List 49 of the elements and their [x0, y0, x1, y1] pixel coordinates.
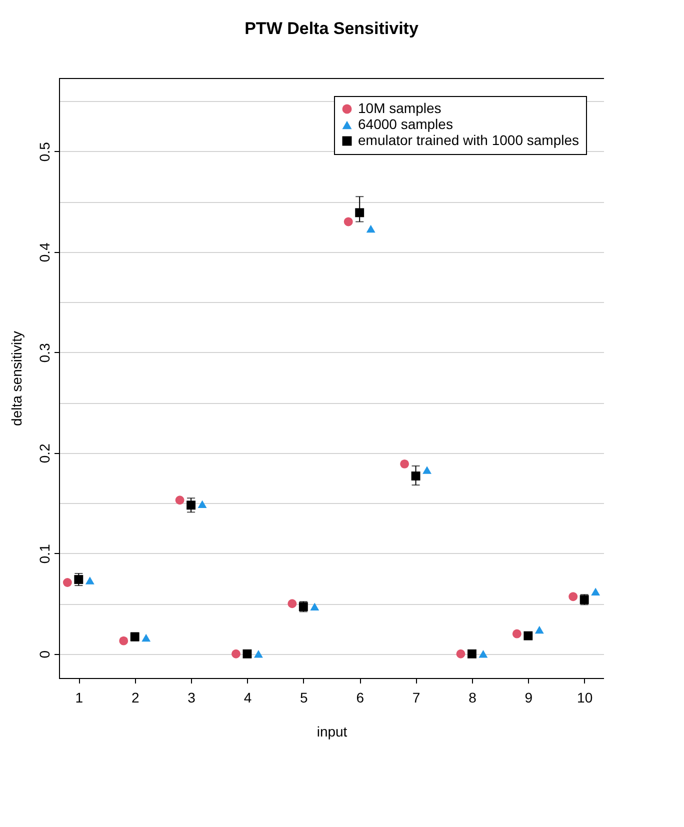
- point: [568, 592, 578, 602]
- y-tick-label: 0.1: [36, 544, 52, 564]
- point: [85, 576, 94, 584]
- point: [288, 599, 297, 608]
- point: [400, 459, 410, 468]
- point: [534, 626, 544, 634]
- x-tick-label: 1: [75, 690, 84, 706]
- x-tick-label: 2: [131, 690, 140, 706]
- point: [142, 634, 151, 642]
- y-tick-label: 0.4: [36, 242, 52, 262]
- chart-title: PTW Delta Sensitivity: [244, 19, 419, 38]
- point: [478, 650, 488, 658]
- y-tick-label: 0.2: [36, 443, 52, 464]
- point: [186, 500, 196, 510]
- y-tick-label: 0: [36, 650, 52, 658]
- x-tick-label: 10: [577, 690, 593, 706]
- legend-label: emulator trained with 1000 samples: [358, 132, 580, 148]
- x-tick-label: 8: [468, 690, 477, 706]
- point: [232, 649, 240, 658]
- x-tick-label: 6: [356, 690, 364, 706]
- point: [242, 649, 252, 658]
- legend-label: 64000 samples: [358, 116, 453, 132]
- point: [344, 217, 353, 226]
- legend-label: 10M samples: [358, 100, 442, 116]
- point: [366, 224, 376, 233]
- point: [62, 578, 72, 587]
- x-tick-label: 3: [188, 690, 196, 706]
- point: [456, 649, 466, 658]
- x-tick-label: 5: [300, 690, 308, 706]
- x-axis-title: input: [316, 724, 348, 740]
- point: [422, 466, 432, 474]
- point: [175, 496, 184, 505]
- y-axis-title: delta sensitivity: [8, 331, 24, 426]
- x-tick-label: 9: [524, 690, 533, 706]
- point: [512, 629, 522, 638]
- point: [411, 472, 420, 480]
- point: [254, 650, 263, 658]
- point: [467, 649, 476, 658]
- point: [524, 631, 533, 640]
- x-tick-label: 7: [412, 690, 420, 706]
- point: [355, 208, 364, 218]
- point: [74, 575, 84, 584]
- y-tick-label: 0.3: [36, 342, 52, 363]
- x-tick-label: 4: [244, 690, 252, 706]
- point: [198, 500, 207, 508]
- y-tick-label: 0.5: [36, 142, 52, 162]
- point: [310, 602, 320, 611]
- point: [591, 588, 600, 596]
- point: [119, 636, 128, 646]
